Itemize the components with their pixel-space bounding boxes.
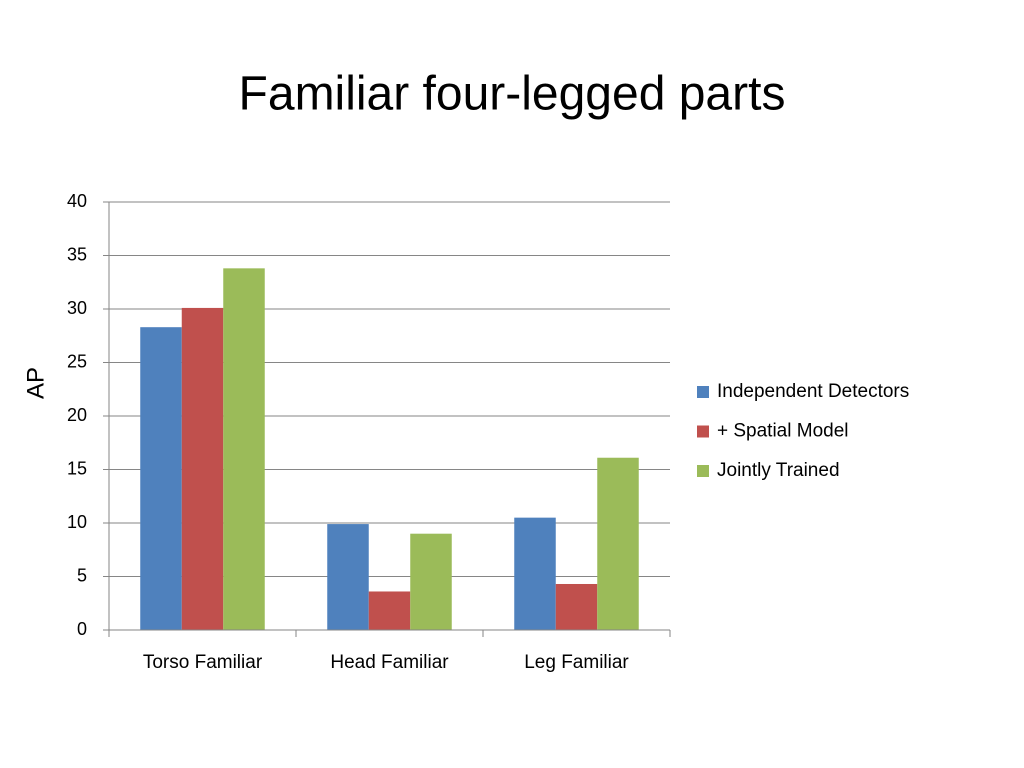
x-tick-label: Leg Familiar: [524, 652, 629, 673]
bar: [223, 268, 265, 630]
y-axis-label: AP: [22, 367, 49, 399]
bar: [514, 517, 556, 630]
y-tick-label: 20: [67, 405, 87, 425]
x-tick-label: Head Familiar: [330, 652, 449, 673]
bar: [555, 583, 598, 630]
bar: [368, 591, 411, 630]
legend-swatch: [697, 425, 709, 438]
bar: [410, 533, 452, 630]
legend-swatch: [697, 465, 709, 477]
y-tick-label: 0: [77, 619, 87, 639]
bar: [597, 457, 639, 630]
legend-label: Jointly Trained: [717, 460, 840, 481]
y-tick-label: 40: [67, 191, 87, 211]
y-tick-label: 30: [67, 298, 87, 318]
y-tick-label: 5: [77, 565, 87, 585]
legend-label: + Spatial Model: [717, 421, 849, 442]
x-tick-label: Torso Familiar: [143, 652, 263, 673]
bar: [140, 327, 182, 630]
legend-label: Independent Detectors: [717, 381, 909, 402]
y-tick-label: 35: [67, 244, 87, 264]
y-tick-label: 25: [67, 351, 87, 371]
bar: [181, 307, 224, 630]
y-tick-label: 10: [67, 512, 87, 532]
legend-swatch: [697, 386, 709, 398]
y-tick-label: 15: [67, 458, 87, 478]
chart-title: Familiar four-legged parts: [239, 68, 786, 121]
bar: [327, 524, 369, 630]
